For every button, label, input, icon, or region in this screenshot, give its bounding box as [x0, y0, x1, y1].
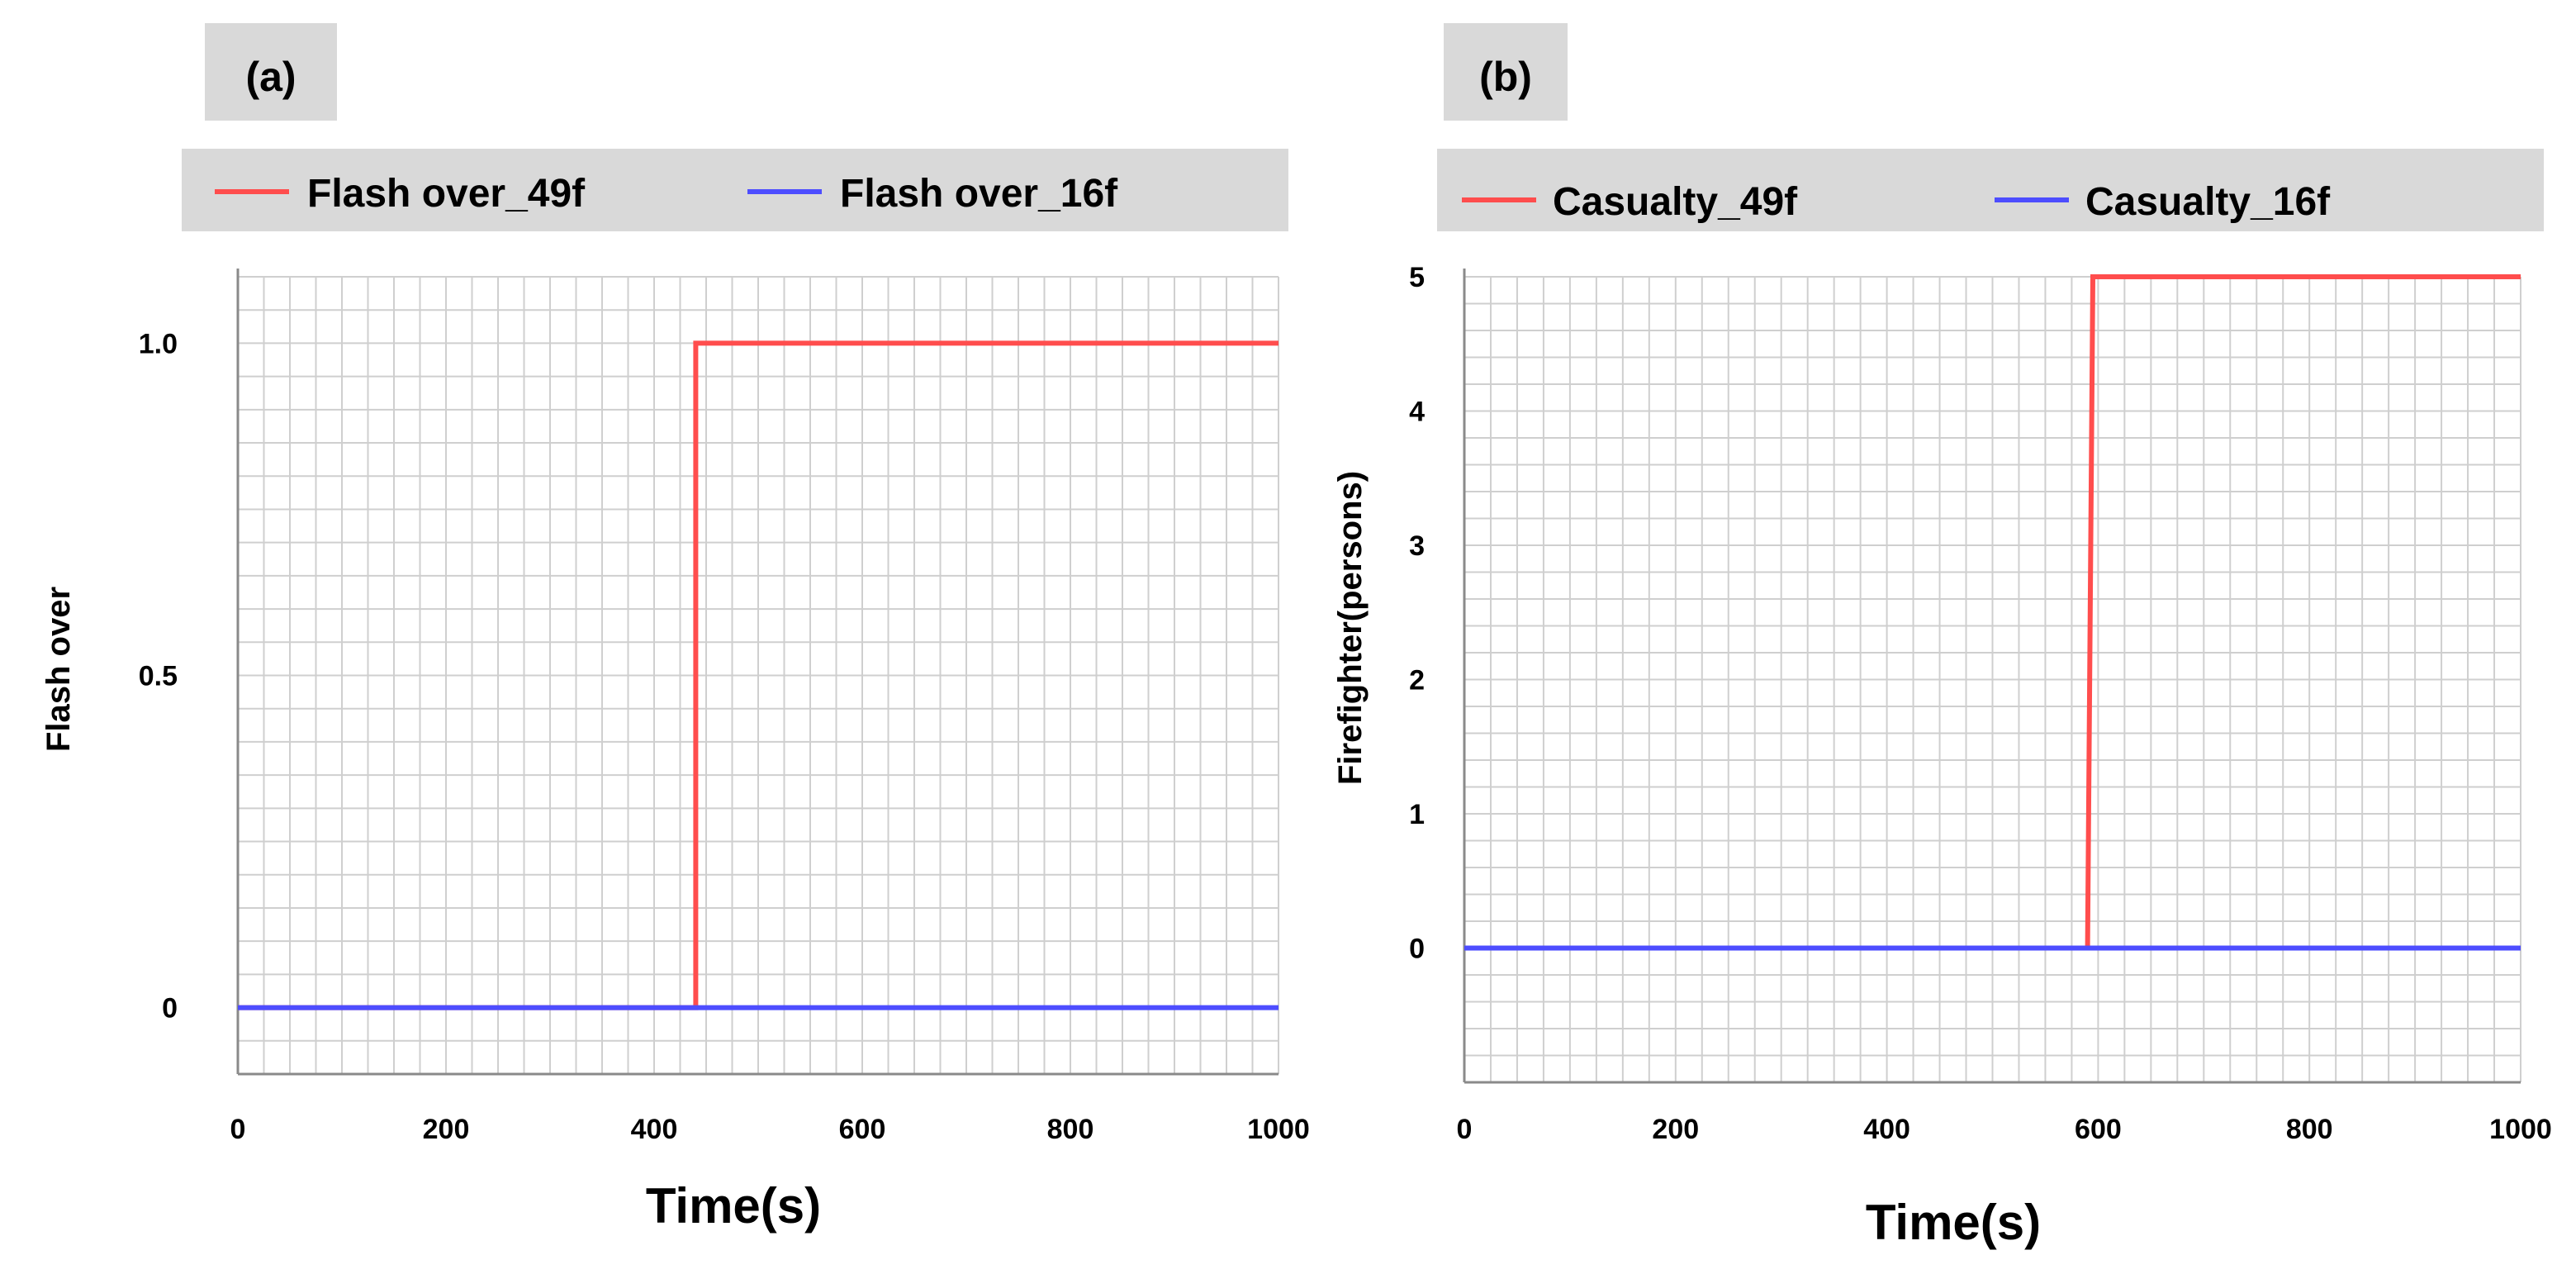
x-axis-label-a: Time(s) — [646, 1178, 821, 1234]
grid-b — [1464, 276, 2521, 1083]
legend-box-a — [182, 149, 1288, 231]
legend-box-b — [1437, 149, 2544, 231]
legend-label-flash-over-49f: Flash over_49f — [307, 172, 586, 216]
x-axis-label-b: Time(s) — [1866, 1195, 2041, 1250]
legend-label-casualty-16f: Casualty_16f — [2085, 180, 2331, 224]
ticks-b: 0 200 400 600 800 1000 0 1 2 3 4 5 — [1409, 262, 2552, 1145]
y-axis-label-a: Flash over — [40, 587, 77, 752]
y-tick-label: 0 — [162, 993, 178, 1024]
chart-panel-b: (b) Casualty_49f Casualty_16f 0 200 400 600… — [1332, 23, 2552, 1250]
x-tick-label: 1000 — [1247, 1114, 1310, 1145]
panel-label-box-b — [1444, 23, 1568, 121]
y-tick-label: 1 — [1409, 799, 1425, 830]
x-tick-label: 0 — [1457, 1114, 1473, 1145]
panel-label-b: (b) — [1479, 54, 1532, 100]
x-tick-label: 600 — [2075, 1114, 2122, 1145]
x-tick-label: 400 — [1863, 1114, 1910, 1145]
x-tick-label: 400 — [631, 1114, 678, 1145]
x-tick-label: 200 — [1652, 1114, 1699, 1145]
y-tick-label: 1.0 — [139, 328, 178, 359]
x-tick-label: 600 — [839, 1114, 886, 1145]
y-tick-label: 0 — [1409, 934, 1425, 965]
y-axis-label-b: Firefighter(persons) — [1332, 471, 1369, 785]
y-tick-label: 4 — [1409, 397, 1425, 428]
legend-label-casualty-49f: Casualty_49f — [1553, 180, 1798, 224]
x-tick-label: 200 — [423, 1114, 470, 1145]
y-tick-label: 2 — [1409, 665, 1425, 696]
ticks-a: 0 200 400 600 800 1000 0 0.5 1.0 — [139, 328, 1310, 1145]
panel-label-box-a — [205, 23, 337, 121]
y-tick-label: 5 — [1409, 262, 1425, 293]
x-tick-label: 800 — [2286, 1114, 2333, 1145]
series-b — [1464, 274, 2521, 951]
chart-panel-a: (a) Flash over_49f Flash over_16f 0 200 40… — [40, 23, 1310, 1234]
x-tick-label: 0 — [230, 1114, 246, 1145]
x-tick-label: 1000 — [2489, 1114, 2552, 1145]
series-a — [238, 340, 1279, 1010]
grid-a — [237, 276, 1279, 1075]
panel-label-a: (a) — [245, 54, 296, 100]
axes-a — [236, 269, 1279, 1076]
y-tick-label: 3 — [1409, 530, 1425, 562]
y-tick-label: 0.5 — [139, 661, 178, 692]
legend-label-flash-over-16f: Flash over_16f — [840, 172, 1118, 216]
x-tick-label: 800 — [1047, 1114, 1094, 1145]
